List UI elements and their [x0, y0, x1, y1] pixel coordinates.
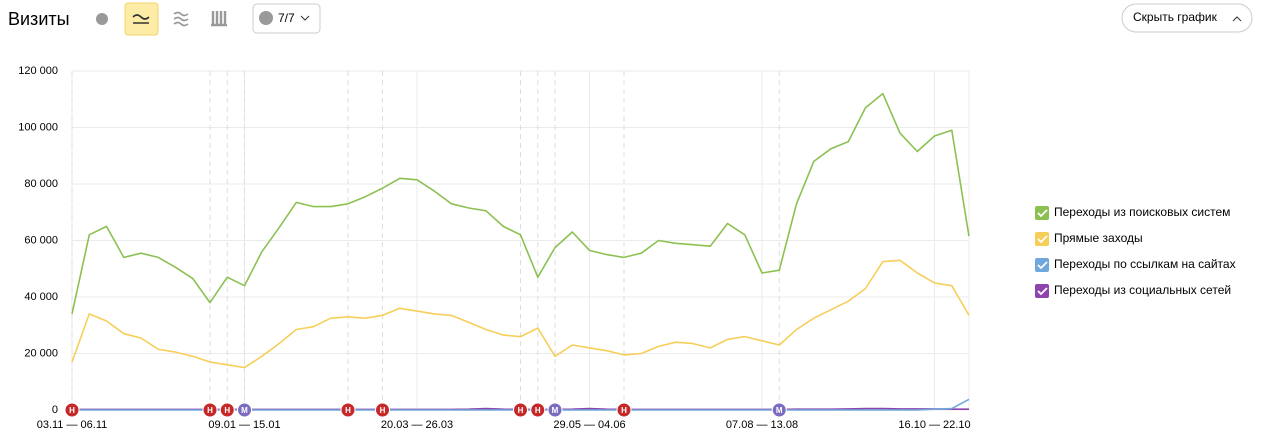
legend-label: Переходы по ссылкам на сайтах: [1054, 257, 1236, 271]
annotation[interactable]: М: [237, 402, 252, 418]
legend-check: [1037, 261, 1048, 270]
legend-check: [1037, 209, 1048, 218]
icon-area[interactable]: [173, 11, 189, 27]
annotation[interactable]: Н: [616, 402, 632, 418]
annotation[interactable]: Н: [64, 402, 80, 418]
legend-item[interactable]: Прямые заходы: [1035, 231, 1143, 246]
legend-label: Переходы из социальных сетей: [1054, 283, 1231, 297]
notes-dropdown[interactable]: 7/7: [252, 3, 321, 34]
annotation-label: Н: [207, 406, 213, 415]
annotation[interactable]: Н: [375, 402, 390, 418]
legend-checkbox: [1035, 258, 1049, 272]
chart-type-icons: [96, 2, 227, 36]
legend-item[interactable]: Переходы из социальных сетей: [1035, 283, 1231, 298]
annotation[interactable]: Н: [219, 402, 235, 418]
annotation-label: Н: [345, 406, 351, 415]
legend-item[interactable]: Переходы по ссылкам на сайтах: [1035, 257, 1236, 272]
annotation[interactable]: М: [771, 402, 787, 418]
annotation-circle: [616, 402, 632, 418]
legend-label: Прямые заходы: [1054, 231, 1143, 245]
annotation-circle: [64, 402, 80, 418]
y-tick-label: 20 000: [24, 347, 58, 359]
annotation-circle: [547, 402, 563, 418]
annotation-circle: [771, 402, 787, 418]
x-tick-label: 16.10 — 22.10: [898, 419, 970, 431]
hide-chart-button[interactable]: Скрыть график: [1121, 3, 1253, 33]
button-box[interactable]: [1121, 3, 1253, 33]
legend-label: Переходы из поисковых систем: [1054, 205, 1230, 219]
annotation-label: М: [776, 406, 783, 415]
annotation-circle: [202, 402, 218, 418]
annotation[interactable]: Н: [530, 402, 546, 418]
notes-counter: 7/7: [278, 11, 295, 25]
y-tick-label: 60 000: [24, 234, 58, 246]
annotation[interactable]: Н: [202, 402, 218, 418]
legend-checkbox: [1035, 206, 1049, 220]
page-title: Визиты: [8, 9, 70, 29]
annotation-label: Н: [518, 406, 524, 415]
icon-line: [132, 14, 150, 24]
annotation[interactable]: Н: [513, 402, 528, 418]
y-tick-label: 120 000: [18, 65, 58, 77]
annotation-label: М: [241, 406, 248, 415]
annotation-circle: [340, 402, 356, 418]
annotation-label: Н: [380, 406, 386, 415]
annotation-label: Н: [69, 406, 75, 415]
annotation-label: Н: [224, 406, 230, 415]
annotation-circle: [237, 402, 252, 418]
annotation-circle: [513, 402, 528, 418]
chevron: [300, 15, 310, 21]
icon-bars[interactable]: [211, 11, 227, 27]
y-tick-label: 100 000: [18, 121, 58, 133]
annotation-label: Н: [621, 406, 627, 415]
icon-pie[interactable]: [96, 13, 108, 25]
x-tick-label: 07.08 — 13.08: [726, 419, 798, 431]
annotation[interactable]: Н: [340, 402, 356, 418]
series-line: [71, 259, 970, 369]
dropdown-box[interactable]: [252, 3, 321, 34]
y-tick-label: 40 000: [24, 291, 58, 303]
button-label: Скрыть график: [1133, 10, 1218, 24]
x-tick-label: 03.11 — 06.11: [37, 419, 108, 431]
annotation-label: М: [552, 406, 559, 415]
legend-check: [1037, 235, 1048, 244]
x-tick-label: 29.05 — 04.06: [553, 419, 625, 431]
annotation[interactable]: М: [547, 402, 563, 418]
chevron: [1232, 16, 1242, 22]
annotation-label: Н: [535, 406, 541, 415]
legend-item[interactable]: Переходы из поисковых систем: [1035, 205, 1230, 220]
legend-checkbox: [1035, 284, 1049, 298]
annotation-circle: [530, 402, 546, 418]
y-tick-label: 80 000: [24, 178, 58, 190]
annotation-circle: [375, 402, 390, 418]
x-tick-label: 20.03 — 26.03: [381, 419, 453, 431]
legend-checkbox: [1035, 232, 1049, 246]
icon-line-active[interactable]: [124, 2, 159, 36]
y-tick-label: 0: [52, 404, 58, 416]
series-line: [71, 92, 970, 315]
x-tick-label: 09.01 — 15.01: [208, 419, 280, 431]
note-icon: [259, 11, 273, 25]
annotation-circle: [219, 402, 235, 418]
legend-check: [1037, 287, 1048, 296]
